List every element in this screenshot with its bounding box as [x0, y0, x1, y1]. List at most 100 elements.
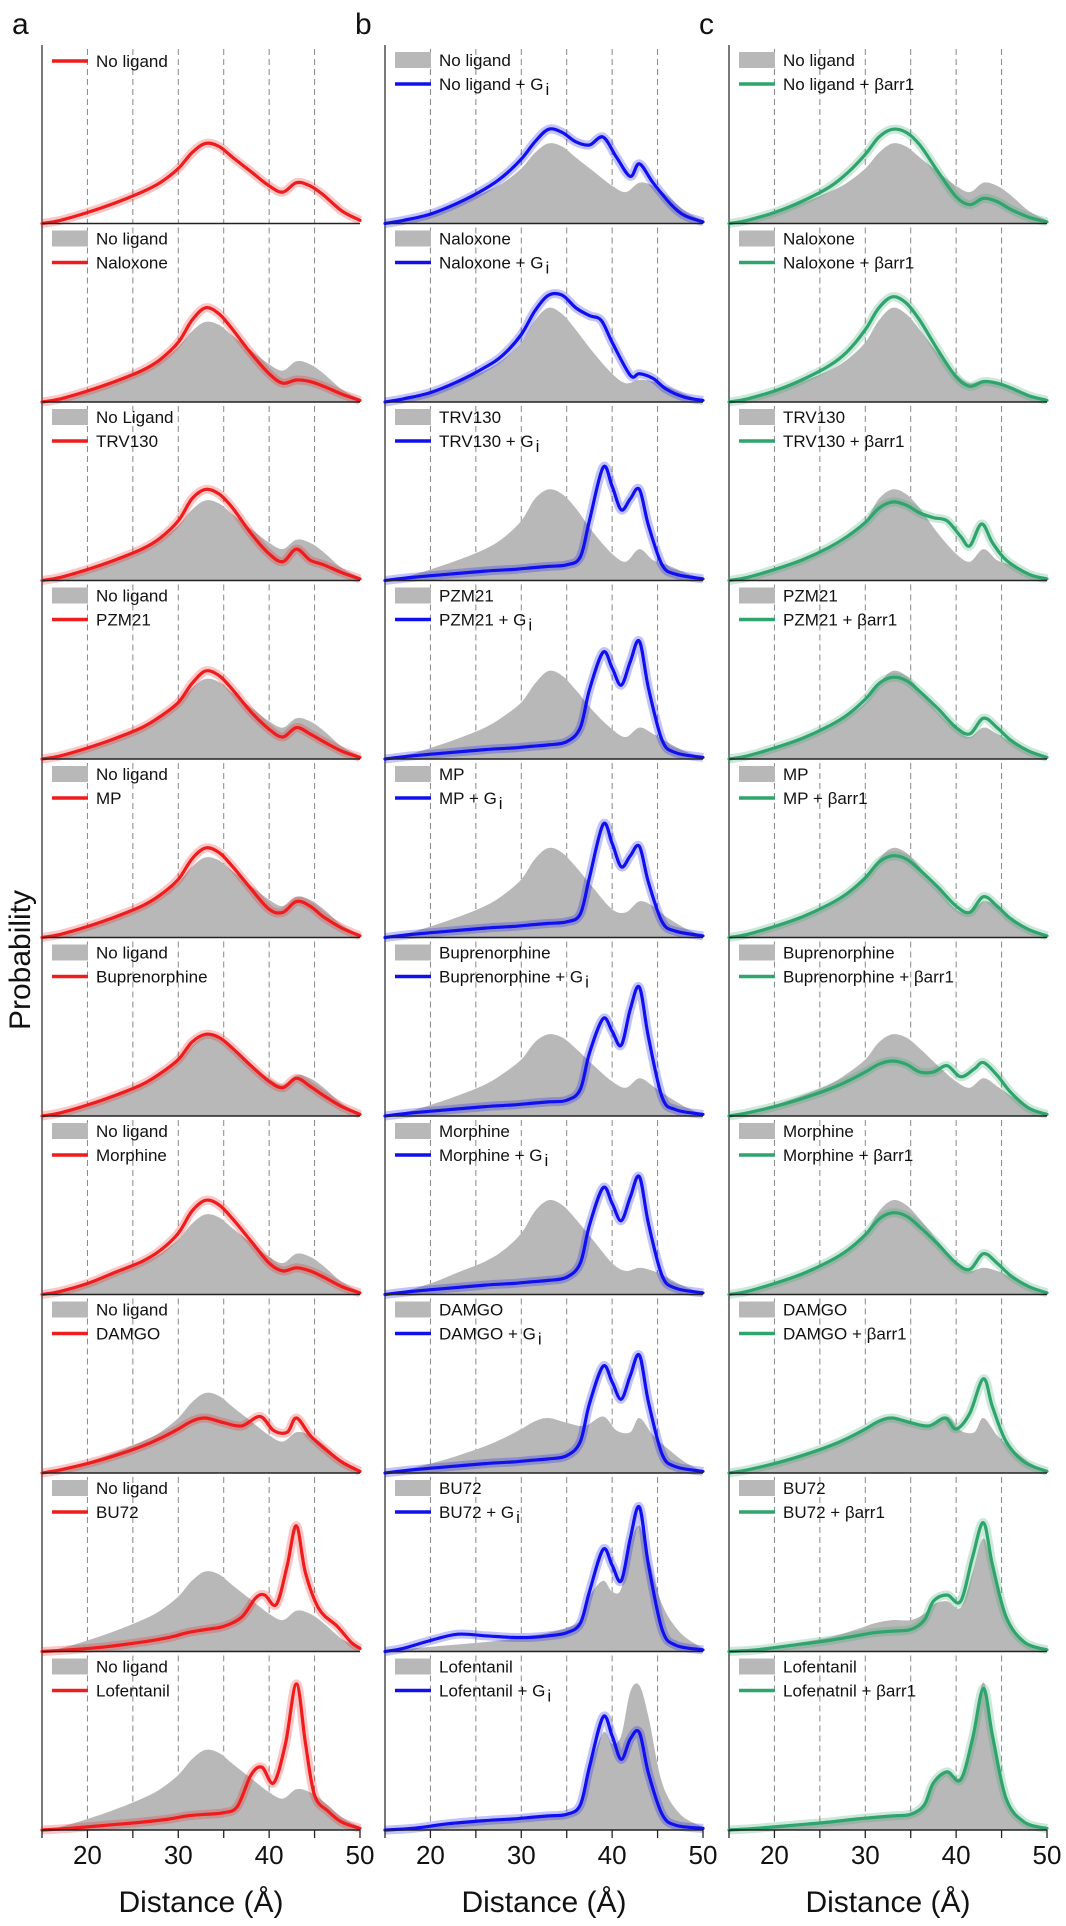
legend-swatch-reference [52, 944, 88, 961]
legend: No ligand BU72 [52, 1479, 168, 1522]
legend-swatch-reference [739, 766, 775, 782]
legend: MP MP + βarr1 [739, 765, 868, 808]
legend: BU72 BU72 + βarr1 [739, 1479, 885, 1522]
reference-area [385, 1034, 703, 1116]
legend-swatch-reference [395, 1123, 431, 1139]
legend-label-subscript: i [536, 437, 540, 456]
distribution-curve [40, 1682, 362, 1832]
distribution-curve [383, 638, 705, 761]
legend-label-curve: No ligand + G [439, 75, 543, 94]
reference-area [385, 1416, 703, 1473]
x-tick-label: 50 [689, 1840, 718, 1870]
panel-letter-a: a [12, 8, 29, 41]
legend-label-reference: BU72 [783, 1479, 826, 1498]
distribution-curve [727, 295, 1049, 404]
panel-a-7: No ligand Morphine [40, 1120, 362, 1299]
x-tick-label: 40 [598, 1840, 627, 1870]
distribution-curve [383, 984, 705, 1118]
distribution-curve [727, 1059, 1049, 1118]
legend-swatch-reference [739, 1658, 775, 1675]
legend-label-subscript: i [528, 616, 532, 635]
panel-c-2: Naloxone Naloxone + βarr1 [727, 227, 1049, 407]
distribution-curve [727, 1377, 1049, 1475]
legend-label-reference: Lofentanil [783, 1658, 857, 1677]
legend-label-reference: No ligand [96, 587, 168, 606]
panel-c-6: Buprenorphine Buprenorphine + βarr1 [727, 941, 1049, 1121]
legend-swatch-reference [395, 230, 431, 247]
legend-label-curve: Morphine + G [439, 1146, 542, 1165]
legend-label-curve: MP [96, 789, 122, 808]
legend-label-reference: DAMGO [439, 1301, 503, 1320]
legend-label-reference: No ligand [96, 1479, 168, 1498]
legend: DAMGO DAMGO + βarr1 [739, 1301, 907, 1344]
legend-label-curve: Morphine + βarr1 [783, 1146, 913, 1165]
reference-area [385, 489, 703, 581]
reference-area [42, 1571, 360, 1652]
distribution-curve [40, 1414, 362, 1475]
panel-a-1: No ligand [40, 49, 363, 228]
legend: Morphine Morphine + βarr1 [739, 1122, 913, 1165]
reference-area [385, 1683, 703, 1830]
panel-a-9: No ligand BU72 [40, 1477, 363, 1656]
legend-label-reference: TRV130 [783, 408, 845, 427]
legend-label-curve: No ligand + βarr1 [783, 75, 914, 94]
legend-swatch-reference [52, 230, 88, 247]
distribution-curve [40, 1032, 362, 1118]
legend-label-reference: TRV130 [439, 408, 501, 427]
legend: Naloxone Naloxone + βarr1 [739, 230, 914, 273]
legend-label-reference: No ligand [96, 944, 168, 963]
reference-area [385, 670, 703, 759]
legend-label-curve: BU72 [96, 1503, 139, 1522]
legend-swatch-reference [739, 1123, 775, 1139]
legend: No ligand No ligand + βarr1 [739, 51, 914, 94]
legend-swatch-reference [739, 230, 775, 247]
legend-label-curve: Lofenatnil + βarr1 [783, 1682, 916, 1701]
distribution-curve [727, 1211, 1049, 1297]
legend: No ligand DAMGO [52, 1301, 168, 1344]
panel-a-2: No ligand Naloxone [40, 227, 362, 407]
reference-area [729, 1416, 1047, 1473]
x-axis-title: Distance (Å) [118, 1886, 283, 1919]
legend-swatch-reference [52, 587, 88, 604]
legend-label-reference: DAMGO [783, 1301, 847, 1320]
legend-label-curve: Buprenorphine + G [439, 968, 583, 987]
legend-label-reference: PZM21 [783, 587, 838, 606]
legend-swatch-reference [395, 1301, 431, 1318]
legend-label-curve: BU72 + βarr1 [783, 1503, 885, 1522]
legend-label-curve: PZM21 [96, 611, 151, 630]
legend-label-reference: No ligand [96, 1301, 168, 1320]
legend-label-reference: MP [439, 765, 465, 784]
legend-label-curve: Lofentanil + G [439, 1682, 545, 1701]
legend-label-reference: PZM21 [439, 587, 494, 606]
legend-label-reference: Buprenorphine [783, 944, 895, 963]
legend: No ligand [52, 52, 168, 71]
legend-swatch-reference [52, 1658, 88, 1675]
legend-swatch-reference [395, 409, 431, 425]
panel-c-4: PZM21 PZM21 + βarr1 [727, 584, 1049, 764]
reference-area [385, 1525, 703, 1652]
distribution-curve [727, 1521, 1049, 1654]
panel-c-5: MP MP + βarr1 [727, 763, 1049, 942]
x-tick-label: 50 [1033, 1840, 1062, 1870]
legend-swatch-reference [739, 587, 775, 604]
distribution-curve [40, 487, 362, 583]
legend-label-reference: No ligand [96, 765, 168, 784]
x-tick-label: 20 [416, 1840, 445, 1870]
legend-swatch-reference [52, 1480, 88, 1496]
panel-c-1: No ligand No ligand + βarr1 [727, 49, 1049, 228]
legend-swatch-reference [52, 1301, 88, 1318]
legend-swatch-reference [52, 409, 88, 425]
legend-label-reference: No ligand [783, 51, 855, 70]
distribution-curve [383, 464, 705, 583]
